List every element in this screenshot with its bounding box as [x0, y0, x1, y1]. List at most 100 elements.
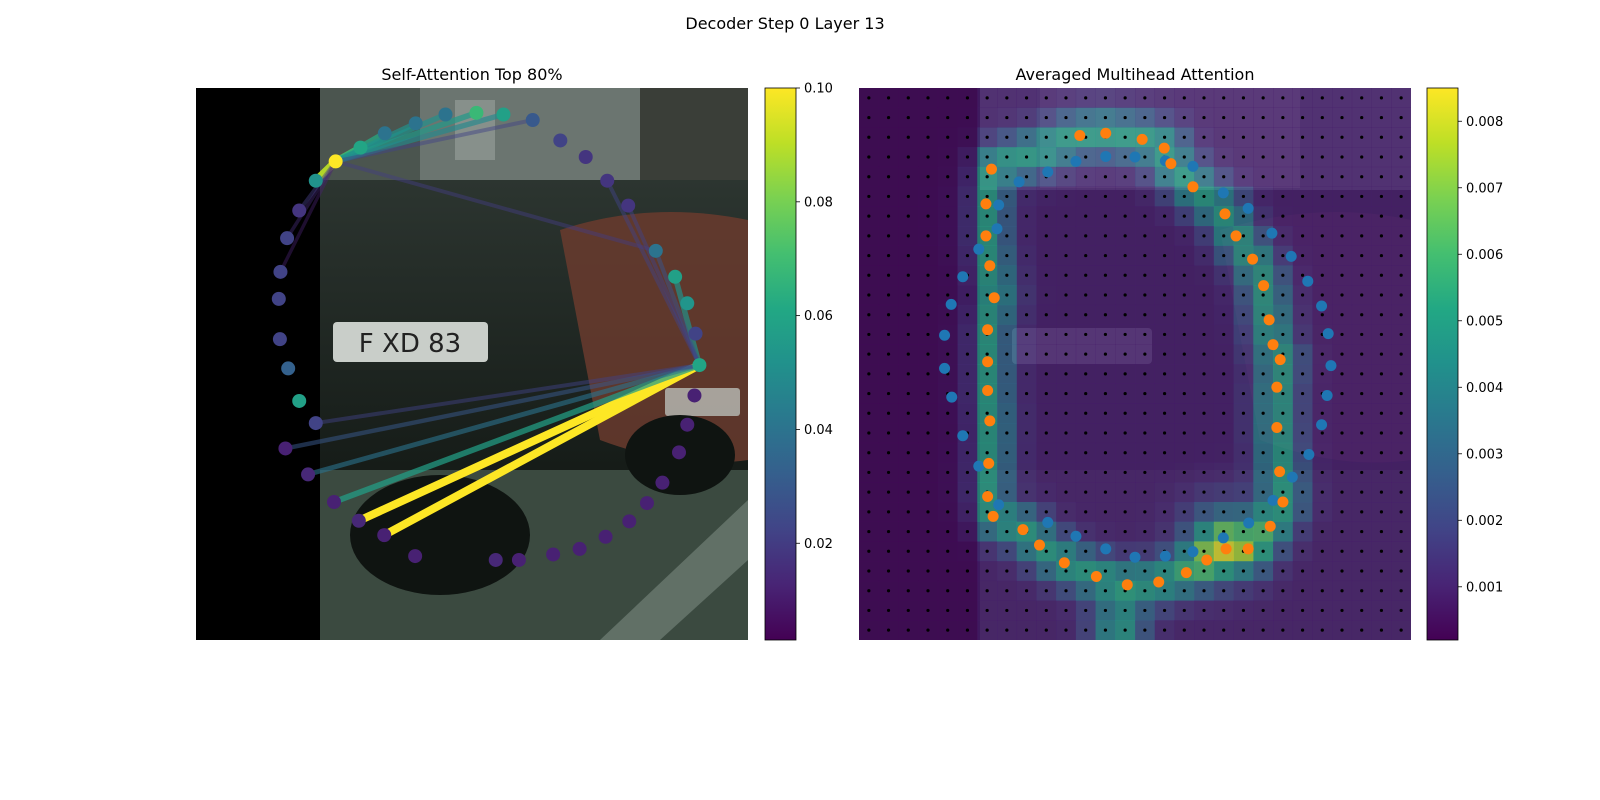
grid-dot [1064, 96, 1068, 100]
grid-dot [1261, 352, 1265, 356]
grid-dot [906, 510, 910, 514]
grid-dot [1399, 253, 1403, 258]
grid-dot [1360, 451, 1364, 455]
grid-dot [1241, 490, 1246, 494]
grid-dot [985, 115, 989, 120]
grid-dot [1182, 372, 1186, 376]
query-point-6 [308, 416, 323, 431]
grid-dot [1143, 589, 1147, 593]
grid-dot [1005, 352, 1009, 356]
grid-dot [1024, 352, 1029, 356]
grid-dot [1182, 391, 1186, 396]
grid-dot [906, 135, 910, 139]
grid-dot [1103, 628, 1108, 632]
grid-dot [1222, 332, 1226, 337]
grid-dot [1320, 451, 1324, 455]
blue-point-31 [939, 362, 951, 374]
grid-dot [1222, 490, 1226, 494]
grid-dot [1379, 155, 1384, 159]
grid-dot [985, 313, 989, 317]
blue-point-7 [1242, 202, 1254, 214]
grid-dot [1182, 589, 1186, 593]
grid-dot [1202, 628, 1206, 632]
grid-dot [1281, 155, 1285, 159]
grid-dot [1005, 628, 1009, 632]
grid-dot [1222, 96, 1226, 100]
grid-dot [926, 549, 930, 553]
grid-dot [1379, 411, 1384, 415]
grid-dot [867, 115, 871, 120]
grid-dot [1084, 155, 1088, 159]
query-point-16 [353, 140, 368, 155]
grid-dot [1300, 214, 1305, 218]
grid-dot [1103, 115, 1108, 120]
query-point-28 [668, 269, 683, 284]
blue-point-34 [957, 271, 969, 283]
grid-dot [886, 411, 891, 415]
grid-dot [1261, 115, 1265, 120]
grid-dot [1379, 589, 1384, 593]
grid-dot [1024, 490, 1029, 494]
grid-dot [886, 313, 891, 317]
grid-dot [1123, 293, 1127, 297]
grid-dot [1162, 451, 1167, 455]
grid-dot [1222, 135, 1226, 139]
grid-dot [1320, 549, 1324, 553]
grid-dot [1084, 490, 1088, 494]
grid-dot [1143, 529, 1147, 534]
grid-dot [886, 96, 891, 100]
blue-point-32 [939, 329, 951, 341]
query-point-13 [292, 203, 307, 218]
grid-dot [867, 155, 871, 159]
grid-dot [1143, 175, 1147, 179]
orange-point-12 [1274, 354, 1286, 366]
grid-dot [1300, 529, 1305, 534]
grid-dot [1103, 451, 1108, 455]
colorbar-tick-label: 0.02 [804, 537, 833, 552]
grid-dot [1103, 273, 1108, 277]
grid-dot [1202, 253, 1206, 258]
grid-dot [906, 372, 910, 376]
grid-dot [1202, 529, 1206, 534]
grid-dot [1399, 529, 1403, 534]
orange-point-3 [1158, 142, 1170, 154]
grid-dot [1143, 352, 1147, 356]
grid-dot [1084, 372, 1088, 376]
grid-dot [926, 451, 930, 455]
grid-dot [1261, 529, 1265, 534]
grid-dot [1024, 589, 1029, 593]
grid-dot [1084, 451, 1088, 455]
grid-dot [1064, 451, 1068, 455]
grid-dot [1379, 608, 1384, 613]
grid-dot [1300, 391, 1305, 396]
blue-point-25 [1070, 530, 1082, 542]
grid-dot [906, 214, 910, 218]
grid-dot [1360, 352, 1364, 356]
grid-dot [1123, 115, 1127, 120]
query-point-36 [639, 496, 654, 511]
colorbar-tick-label: 0.006 [1466, 248, 1503, 263]
grid-dot [1320, 273, 1324, 277]
grid-dot [1024, 470, 1029, 475]
grid-dot [1162, 569, 1167, 573]
grid-dot [906, 451, 910, 455]
grid-dot [1064, 510, 1068, 514]
blue-point-2 [1100, 150, 1112, 162]
grid-dot [1340, 490, 1344, 494]
blue-point-18 [1267, 494, 1279, 506]
grid-dot [926, 628, 930, 632]
grid-dot [1340, 96, 1344, 100]
grid-dot [1024, 194, 1029, 199]
grid-dot [1162, 608, 1167, 613]
grid-dot [985, 470, 989, 475]
orange-point-31 [984, 415, 996, 427]
grid-dot [926, 332, 930, 337]
grid-dot [1320, 529, 1324, 534]
colorbar-tick-label: 0.008 [1466, 115, 1503, 130]
query-point-23 [553, 133, 568, 148]
grid-dot [867, 96, 871, 100]
sampling-points [939, 127, 1337, 591]
grid-dot [1103, 214, 1108, 218]
grid-dot [965, 569, 970, 573]
